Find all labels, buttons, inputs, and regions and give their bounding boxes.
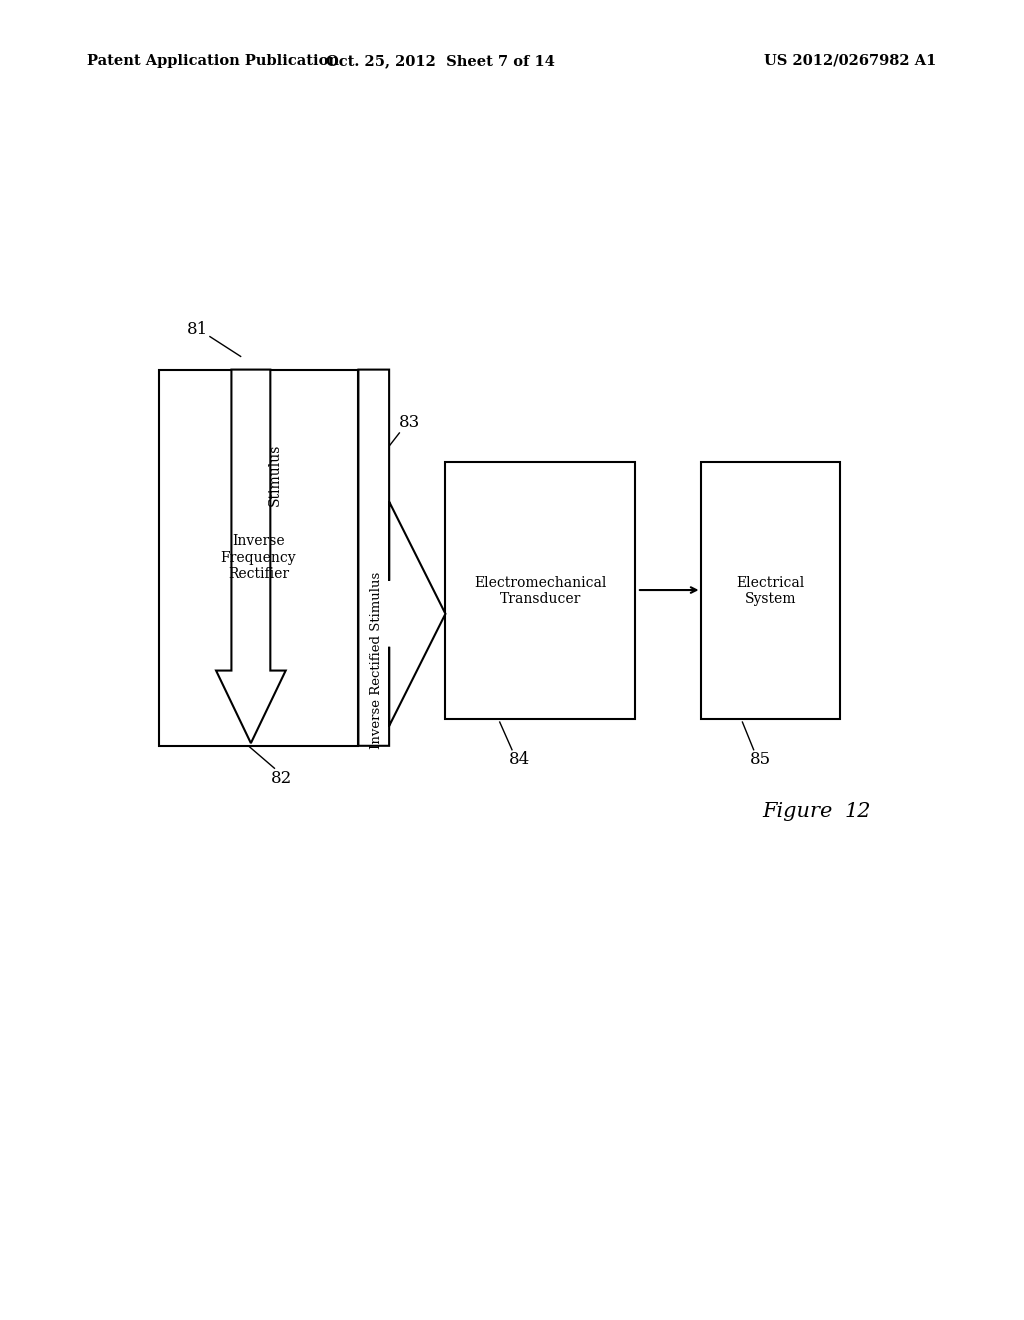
Text: Electromechanical
Transducer: Electromechanical Transducer [474,576,606,606]
Text: 82: 82 [271,771,292,787]
Text: Oct. 25, 2012  Sheet 7 of 14: Oct. 25, 2012 Sheet 7 of 14 [326,54,555,67]
Text: Electrical
System: Electrical System [736,576,805,606]
Text: 12: 12 [845,803,871,821]
Text: Stimulus: Stimulus [267,444,282,507]
Text: Patent Application Publication: Patent Application Publication [87,54,339,67]
Text: Inverse Rectified Stimulus: Inverse Rectified Stimulus [371,572,383,748]
Bar [701,462,840,719]
Polygon shape [358,370,445,746]
Text: 83: 83 [399,414,420,430]
Text: US 2012/0267982 A1: US 2012/0267982 A1 [764,54,936,67]
Bar [159,370,358,746]
Text: Figure: Figure [763,803,840,821]
Text: 85: 85 [751,751,771,767]
Bar [445,462,635,719]
Text: 84: 84 [509,751,529,767]
Text: Inverse
Frequency
Rectifier: Inverse Frequency Rectifier [221,535,296,581]
Text: 81: 81 [187,322,208,338]
Polygon shape [216,370,286,743]
